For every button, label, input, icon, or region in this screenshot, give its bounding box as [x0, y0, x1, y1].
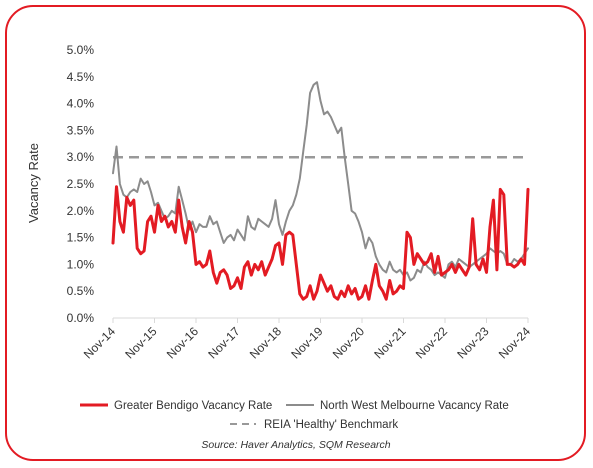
x-tick-label: Nov-15 — [122, 324, 159, 361]
y-axis: 0.0% 0.5% 1.0% 1.5% 2.0% 2.5% 3.0% 3.5% 4.0% 4.5%… — [67, 43, 95, 325]
source-note: Source: Haver Analytics, SQM Research — [201, 439, 390, 451]
x-tick-label: Nov-22 — [413, 324, 450, 361]
series-line-1 — [112, 81, 529, 282]
legend-label-1: North West Melbourne Vacancy Rate — [320, 400, 509, 412]
legend-label-0: Greater Bendigo Vacancy Rate — [114, 400, 272, 412]
plot-area — [111, 81, 530, 301]
x-tick-label: Nov-14 — [81, 324, 118, 361]
x-tick-label: Nov-16 — [164, 324, 201, 361]
y-tick-label: 1.0% — [67, 257, 95, 271]
y-tick-label: 2.0% — [67, 204, 95, 218]
x-tick-label: Nov-21 — [371, 324, 408, 361]
x-tick-label: Nov-23 — [454, 324, 491, 361]
legend-label-2: REIA 'Healthy' Benchmark — [264, 419, 398, 431]
y-tick-label: 1.5% — [67, 231, 95, 245]
y-tick-label: 4.0% — [67, 97, 95, 111]
x-tick-label: Nov-24 — [496, 324, 533, 361]
x-tick-label: Nov-19 — [288, 324, 325, 361]
y-tick-label: 3.0% — [67, 150, 95, 164]
y-tick-label: 2.5% — [67, 177, 95, 191]
series-line-0 — [111, 185, 530, 301]
y-axis-title: Vacancy Rate — [26, 143, 41, 223]
x-tick-label: Nov-18 — [247, 324, 284, 361]
x-tick-label: Nov-17 — [205, 324, 242, 361]
x-axis: Nov-14 Nov-15 Nov-16 Nov-17 Nov-18 Nov-19 Nov-… — [81, 317, 533, 361]
y-tick-label: 5.0% — [67, 43, 95, 57]
y-tick-label: 3.5% — [67, 123, 95, 137]
y-tick-label: 0.5% — [67, 284, 95, 298]
legend: Greater Bendigo Vacancy Rate North West M… — [80, 400, 509, 431]
y-tick-label: 4.5% — [67, 70, 95, 84]
x-tick-label: Nov-20 — [330, 324, 367, 361]
y-tick-label: 0.0% — [67, 311, 95, 325]
